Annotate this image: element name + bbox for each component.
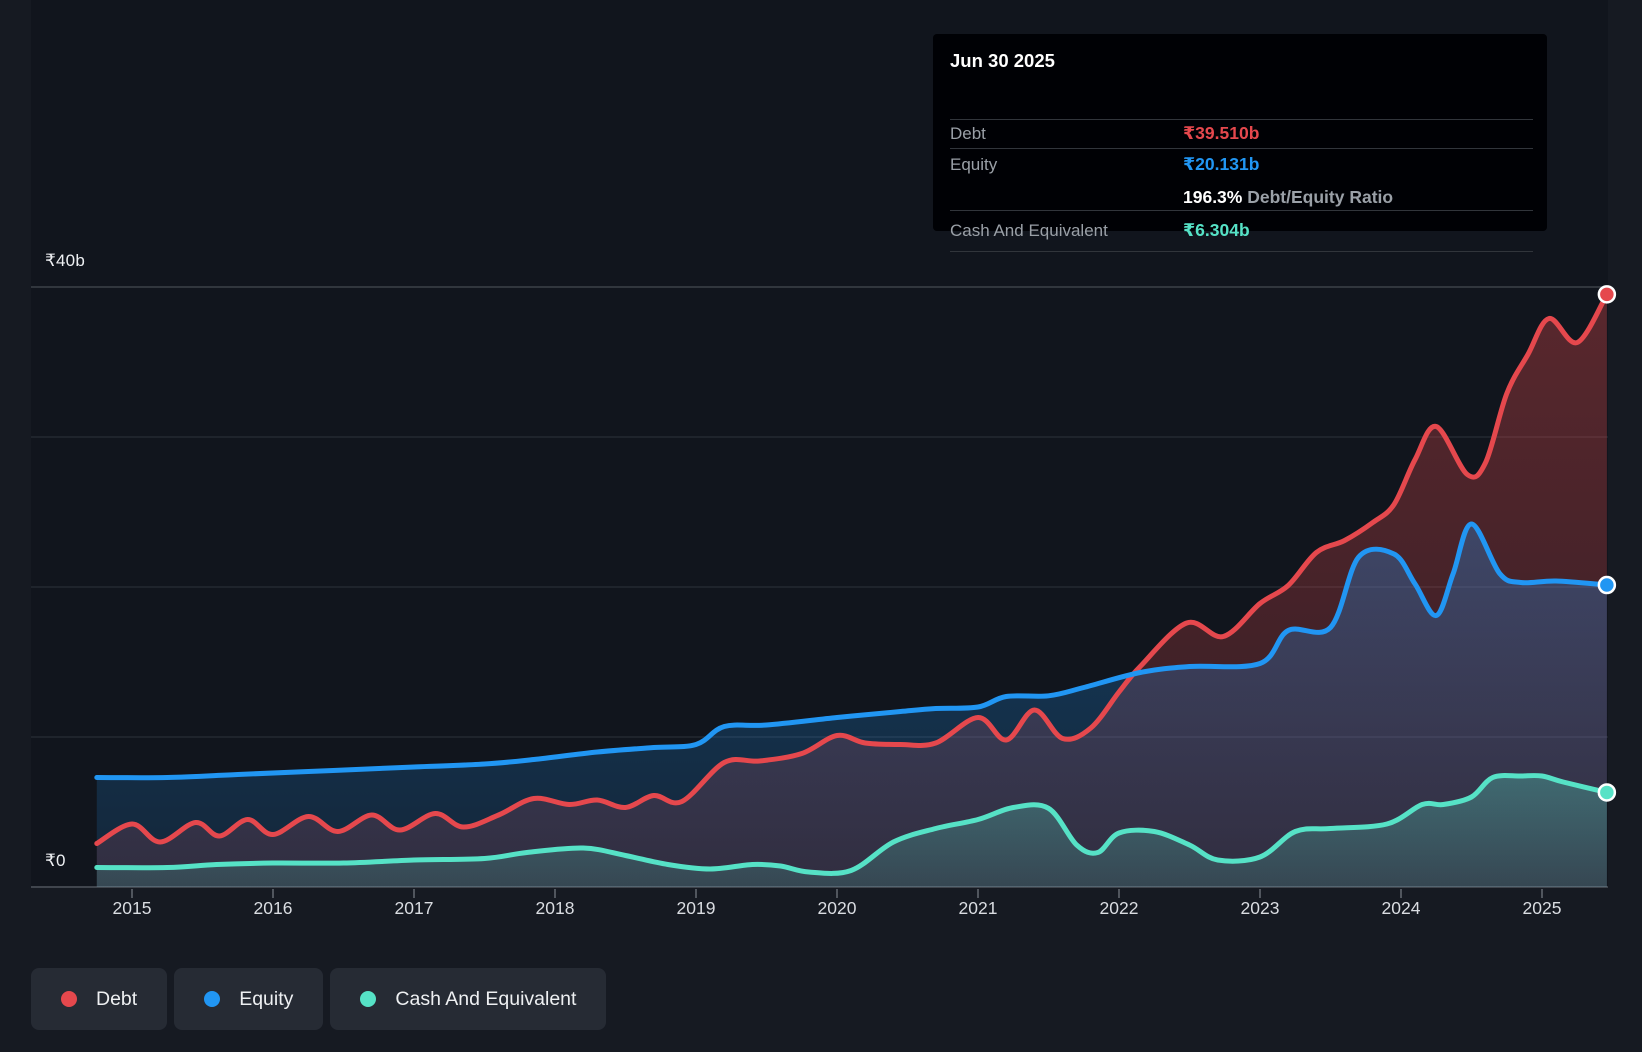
tooltip-divider — [950, 148, 1533, 149]
x-axis-label-2021: 2021 — [958, 898, 998, 918]
tooltip-cash-value: ₹6.304b — [1183, 220, 1250, 240]
legend-cash-label: Cash And Equivalent — [395, 987, 577, 1010]
tooltip-ratio: 196.3% Debt/Equity Ratio — [1183, 187, 1393, 208]
cash-endpoint-marker[interactable] — [1597, 783, 1617, 802]
debt-endpoint-marker[interactable] — [1597, 285, 1617, 304]
tooltip-debt-label: Debt — [950, 124, 986, 143]
cash-line — [94, 773, 1610, 876]
legend-equity-label: Equity — [239, 987, 294, 1010]
cash-dot-icon — [360, 991, 377, 1007]
x-axis-label-2025: 2025 — [1522, 898, 1562, 918]
x-axis-label-2018: 2018 — [535, 898, 575, 918]
x-axis-label-2023: 2023 — [1240, 898, 1280, 918]
debt-line — [94, 291, 1610, 846]
x-axis-label-2015: 2015 — [112, 898, 152, 918]
x-axis-label-2019: 2019 — [676, 898, 716, 918]
debt-dot-icon — [61, 991, 77, 1007]
equity-endpoint-marker[interactable] — [1597, 575, 1617, 595]
tooltip-divider — [950, 251, 1533, 252]
equity-area — [96, 524, 1607, 887]
x-axis-label-2024: 2024 — [1381, 898, 1421, 918]
legend-chip-cash[interactable]: Cash And Equivalent — [330, 968, 607, 1030]
tooltip-divider — [950, 119, 1533, 120]
tooltip-debt-value: ₹39.510b — [1183, 123, 1260, 143]
tooltip-equity-value: ₹20.131b — [1183, 154, 1260, 174]
equity-dot-icon — [204, 991, 221, 1007]
legend-chip-debt[interactable]: Debt — [31, 968, 168, 1030]
x-axis-label-2016: 2016 — [253, 898, 293, 918]
x-axis-label-2017: 2017 — [394, 898, 434, 918]
y-axis-label-0: ₹0 — [45, 851, 66, 870]
x-axis-label-2022: 2022 — [1099, 898, 1139, 918]
tooltip-equity-label: Equity — [950, 155, 998, 174]
x-axis-label-2020: 2020 — [817, 898, 857, 918]
chart-tooltip: Jun 30 2025 Debt ₹39.510b Equity ₹20.131… — [933, 34, 1547, 252]
tooltip-date: Jun 30 2025 — [950, 50, 1055, 71]
tooltip-ratio-pct: 196.3% — [1183, 187, 1243, 207]
y-axis-label-40b: ₹40b — [45, 251, 85, 270]
legend: Debt Equity Cash And Equivalent — [31, 968, 607, 1030]
legend-chip-equity[interactable]: Equity — [174, 968, 324, 1030]
tooltip-ratio-text: Debt/Equity Ratio — [1247, 187, 1394, 207]
legend-debt-label: Debt — [96, 987, 138, 1010]
tooltip-cash-label: Cash And Equivalent — [950, 221, 1108, 240]
equity-line — [94, 521, 1610, 781]
tooltip-divider — [950, 210, 1533, 211]
